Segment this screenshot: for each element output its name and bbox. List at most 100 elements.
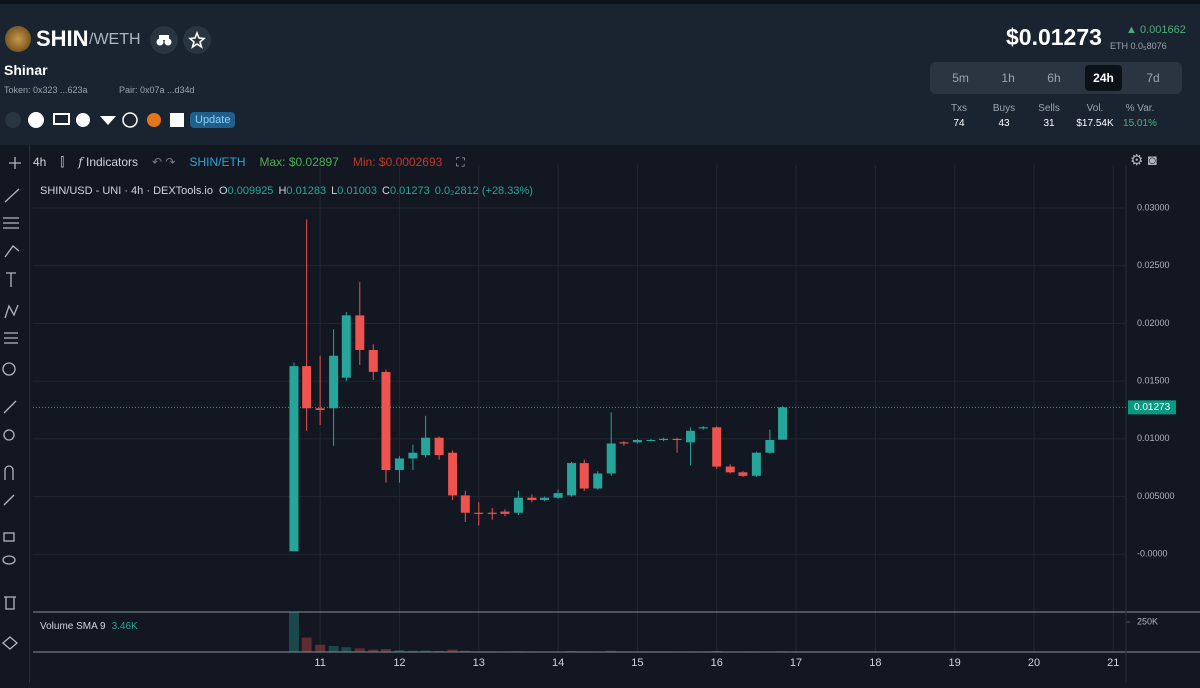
y-tick-label: -0.0000 [1137,549,1168,559]
token-logo [5,26,31,52]
legend-key: H [278,185,286,197]
candle-body [607,443,616,473]
y-tick-label: 0.01000 [1137,433,1170,443]
stat: Vol. $17.54K [1070,103,1120,129]
stat-label: % Var. [1115,103,1165,114]
stat: % Var. 15.01% [1115,103,1165,129]
candle-body [435,438,444,455]
candle-body [289,366,298,551]
x-tick-label: 12 [393,657,405,669]
volume-bar [474,651,484,652]
stat-value: 43 [979,118,1029,129]
binoculars-button[interactable] [150,26,178,54]
volume-bar [606,651,616,652]
candle-body [673,439,682,440]
volume-bar [302,638,312,652]
volume-tick-label: 250K [1137,616,1158,626]
stat-label: Sells [1024,103,1074,114]
icon [183,26,211,54]
x-tick-label: 19 [949,657,961,669]
price-usd: $0.01273 [1006,24,1102,51]
candle-body [738,472,747,475]
candle-body [659,439,668,440]
volume-bar [394,650,404,652]
volume-bar [329,646,339,652]
candle-body [554,493,563,498]
volume-bar [487,651,497,652]
volume-bar [712,651,722,652]
favorite-button[interactable] [183,26,211,54]
volume-bar [341,647,351,652]
volume-legend: Volume SMA 9 3.46K [40,621,138,632]
volume-bar [355,648,365,652]
volume-bar [778,651,788,652]
x-tick-label: 13 [473,657,485,669]
candle-body [540,498,549,500]
candle-body [488,513,497,514]
stat-value: 15.01% [1115,118,1165,129]
timeframe-tab[interactable]: 24h [1085,65,1122,91]
candle-body [686,431,695,443]
timeframe-tab[interactable]: 5m [944,65,977,91]
candle-body [514,498,523,513]
candle-body [567,463,576,495]
icon [150,26,178,54]
volume-bar [579,651,589,652]
volume-legend-value: 3.46K [112,621,138,632]
stat-value: 74 [934,118,984,129]
volume-bar [315,645,325,652]
candle-body [355,315,364,350]
candle-body [619,442,628,443]
volume-bar [421,651,431,652]
price-eth: ETH 0.0₅8076 [1110,41,1167,51]
candle-body [752,453,761,476]
legend-value: 0.01273 [390,185,430,197]
update-button[interactable]: Update [190,112,235,128]
header: SHIN /WETH Shinar Token: 0x323 ...623a P… [0,0,1200,145]
legend-title: SHIN/USD - UNI · 4h · DEXTools.io [40,185,213,197]
candle-body [448,453,457,496]
pair-name: /WETH [89,31,141,49]
candle-body [580,463,589,488]
volume-bar [460,651,470,652]
candle-body [461,495,470,512]
timeframe-tab[interactable]: 6h [1039,65,1068,91]
x-tick-label: 20 [1028,657,1040,669]
candle-body [395,458,404,470]
price-change-value: 0.001662 [1140,24,1186,36]
y-tick-label: 0.01500 [1137,376,1170,386]
stat-label: Vol. [1070,103,1120,114]
x-tick-label: 17 [790,657,802,669]
timeframe-tabs: 5m 1h 6h 24h 7d [930,62,1182,94]
timeframe-tab[interactable]: 1h [993,65,1022,91]
candle-body [500,512,509,514]
pair-address[interactable]: Pair: 0x07a ...d34d [119,85,195,95]
x-tick-label: 15 [631,657,643,669]
stat: Sells 31 [1024,103,1074,129]
candle-body [408,453,417,459]
candle-body [765,440,774,453]
candle-body [646,440,655,441]
x-tick-label: 21 [1107,657,1119,669]
candle-body [726,467,735,473]
y-tick-label: 0.005000 [1137,491,1175,501]
legend-value: 0.01003 [337,185,377,197]
volume-bar [289,612,299,652]
token-address[interactable]: Token: 0x323 ...623a [4,85,88,95]
candle-body [381,372,390,470]
volume-bar [368,650,378,652]
timeframe-tab[interactable]: 7d [1138,65,1167,91]
stat-value: $17.54K [1070,118,1120,129]
x-tick-label: 11 [314,657,325,669]
candle-body [633,440,642,442]
x-tick-label: 16 [711,657,723,669]
volume-legend-title: Volume SMA 9 [40,621,106,632]
volume-bar [434,651,444,652]
candle-body [342,315,351,377]
candle-body [316,408,325,410]
stat-value: 31 [1024,118,1074,129]
